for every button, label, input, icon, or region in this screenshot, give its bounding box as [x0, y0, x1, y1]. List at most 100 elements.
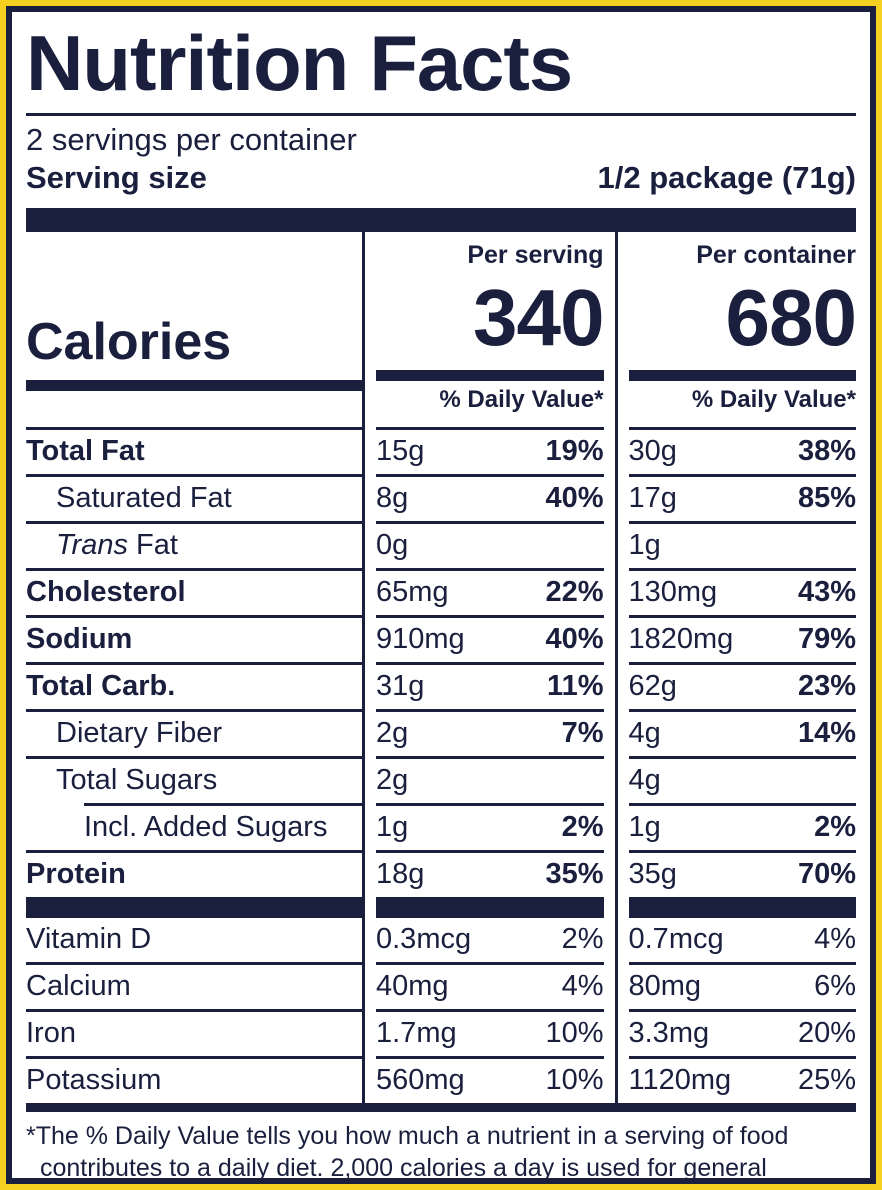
- calories-section: Calories Per serving 340 % Daily Value* …: [26, 231, 857, 428]
- nutrient-name: Incl. Added Sugars: [26, 806, 420, 850]
- nutrient-name: Saturated Fat: [26, 477, 392, 521]
- calories-underbar-container: [628, 370, 856, 382]
- nutrient-serving-cell: 65mg 22%: [376, 571, 604, 615]
- nutrient-container-amount: 1820mg: [628, 623, 734, 656]
- micronutrient-row-separator: [26, 1009, 856, 1013]
- nutrient-row: Cholesterol 65mg 22% 130mg 43%: [26, 571, 856, 616]
- micronutrient-serving-cell: 1.7mg 10%: [376, 1012, 604, 1056]
- nutrient-serving-amount: 31g: [376, 670, 425, 703]
- nutrient-serving-amount: 0g: [376, 529, 409, 562]
- nutrient-row-separator: [26, 474, 856, 478]
- nutrient-serving-dv: 11%: [547, 670, 604, 703]
- nutrient-serving-dv: 19%: [545, 435, 604, 468]
- micronutrient-container-cell: 3.3mg 20%: [629, 1012, 857, 1056]
- daily-value-header-serving: % Daily Value*: [439, 386, 604, 414]
- page-title: Nutrition Facts: [26, 19, 573, 107]
- micronutrient-container-dv: 4%: [814, 923, 856, 956]
- header-thick-bar: [26, 207, 856, 232]
- nutrient-row-separator: [26, 803, 856, 807]
- nutrient-container-cell: 1g 2%: [629, 806, 857, 850]
- micronutrient-separator-bar: [26, 897, 856, 919]
- micronutrient-row: Vitamin D 0.3mcg 2% 0.7mcg 4%: [26, 918, 856, 963]
- micronutrient-serving-cell: 560mg 10%: [376, 1059, 604, 1103]
- nutrient-row: Dietary Fiber 2g 7% 4g 14%: [26, 712, 856, 757]
- nutrient-rows-section: Total Fat 15g 19% 30g 38% Saturated Fat 8g 40% 1…: [26, 427, 857, 898]
- nutrient-name: Total Carb.: [26, 665, 362, 709]
- nutrient-container-amount: 30g: [628, 435, 677, 468]
- micronutrient-container-amount: 3.3mg: [628, 1017, 710, 1050]
- nutrient-serving-cell: 910mg 40%: [376, 618, 604, 662]
- micronutrient-name: Potassium: [26, 1064, 162, 1097]
- nutrient-row: Protein 18g 35% 35g 70%: [26, 853, 856, 898]
- micronutrient-container-cell: 80mg 6%: [629, 965, 857, 1009]
- nutrient-row: Total Carb. 31g 11% 62g 23%: [26, 665, 856, 710]
- micronutrient-serving-cell: 40mg 4%: [376, 965, 604, 1009]
- seg-bar-name: [26, 897, 362, 919]
- nutrient-name-text: Total Carb.: [26, 670, 176, 703]
- micronutrient-name: Vitamin D: [26, 923, 152, 956]
- seg-bar-container: [628, 897, 856, 919]
- micronutrient-serving-amount: 560mg: [376, 1064, 465, 1097]
- nutrient-name-text: Dietary Fiber: [56, 717, 222, 750]
- nutrient-name: Total Sugars: [26, 759, 392, 803]
- nutrient-row-separator: [26, 850, 856, 854]
- nutrient-name-rest: Fat: [136, 529, 178, 562]
- micronutrient-container-dv: 6%: [814, 970, 856, 1003]
- per-container-column: Per container 680 % Daily Value*: [628, 232, 857, 428]
- micronutrient-serving-amount: 40mg: [376, 970, 449, 1003]
- nutrient-serving-dv: 22%: [545, 576, 604, 609]
- calories-name-column: Calories: [26, 232, 362, 428]
- nutrient-serving-amount: 1g: [376, 811, 409, 844]
- nutrient-name-text: Saturated Fat: [56, 482, 232, 515]
- servings-per-container: 2 servings per container: [26, 122, 357, 157]
- micronutrient-rows-section: Vitamin D 0.3mcg 2% 0.7mcg 4% Calcium 40mg 4% 80…: [26, 918, 857, 1104]
- micronutrient-row: Potassium 560mg 10% 1120mg 25%: [26, 1059, 856, 1104]
- micronutrient-serving-dv: 2%: [561, 923, 604, 956]
- nutrient-container-dv: 23%: [797, 670, 856, 703]
- nutrient-container-amount: 35g: [628, 858, 677, 891]
- nutrient-serving-cell: 8g 40%: [376, 477, 604, 521]
- nutrient-row-separator: [26, 568, 856, 572]
- nutrient-name: Cholesterol: [26, 571, 362, 615]
- nutrient-container-cell: 1820mg 79%: [629, 618, 857, 662]
- micronutrient-serving-amount: 0.3mcg: [376, 923, 472, 956]
- nutrient-name-text: Cholesterol: [26, 576, 186, 609]
- micronutrient-row: Calcium 40mg 4% 80mg 6%: [26, 965, 857, 1010]
- nutrient-row: Incl. Added Sugars 1g 2% 1g 2%: [26, 806, 857, 851]
- nutrient-container-dv: 2%: [814, 811, 856, 844]
- nutrient-container-amount: 1g: [628, 811, 661, 844]
- nutrient-row-separator: [26, 662, 856, 666]
- nutrient-row: Saturated Fat 8g 40% 17g 85%: [26, 477, 856, 522]
- nutrient-serving-dv: 40%: [545, 482, 604, 515]
- nutrient-serving-cell: 15g 19%: [376, 430, 604, 474]
- nutrient-container-amount: 17g: [628, 482, 677, 515]
- nutrient-container-amount: 130mg: [628, 576, 718, 609]
- nutrient-row-separator: [26, 521, 856, 525]
- micronutrient-container-amount: 80mg: [628, 970, 702, 1003]
- nutrient-name-text: Protein: [26, 858, 126, 891]
- nutrient-serving-amount: 2g: [376, 764, 409, 797]
- nutrient-row: Total Sugars 2g 4g: [26, 759, 857, 804]
- nutrient-name: Total Fat: [26, 430, 362, 474]
- nutrient-serving-cell: 2g: [376, 759, 604, 803]
- calories-underbar-serving: [376, 370, 604, 382]
- column-divider-2: [614, 231, 618, 428]
- micronutrient-name: Calcium: [26, 970, 131, 1003]
- nutrient-row: Total Fat 15g 19% 30g 38%: [26, 430, 857, 475]
- daily-value-footnote: *The % Daily Value tells you how much a …: [26, 1122, 789, 1178]
- title-divider: [26, 113, 856, 116]
- nutrient-container-cell: 30g 38%: [629, 430, 857, 474]
- daily-value-header-container: % Daily Value*: [691, 386, 856, 414]
- micronutrient-container-dv: 25%: [797, 1064, 856, 1097]
- per-serving-column: Per serving 340 % Daily Value*: [376, 232, 604, 428]
- nutrient-container-cell: 4g: [629, 759, 857, 803]
- calories-label: Calories: [26, 313, 232, 372]
- nutrient-row: Trans Fat 0g 1g: [26, 524, 856, 569]
- nutrient-serving-amount: 910mg: [376, 623, 465, 656]
- nutrient-container-amount: 62g: [628, 670, 677, 703]
- nutrient-row-separator: [26, 615, 856, 619]
- nutrient-container-dv: 85%: [797, 482, 856, 515]
- column-divider-1: [362, 231, 365, 428]
- nutrient-container-amount: 1g: [628, 529, 661, 562]
- nutrient-name-text: Incl. Added Sugars: [84, 811, 328, 844]
